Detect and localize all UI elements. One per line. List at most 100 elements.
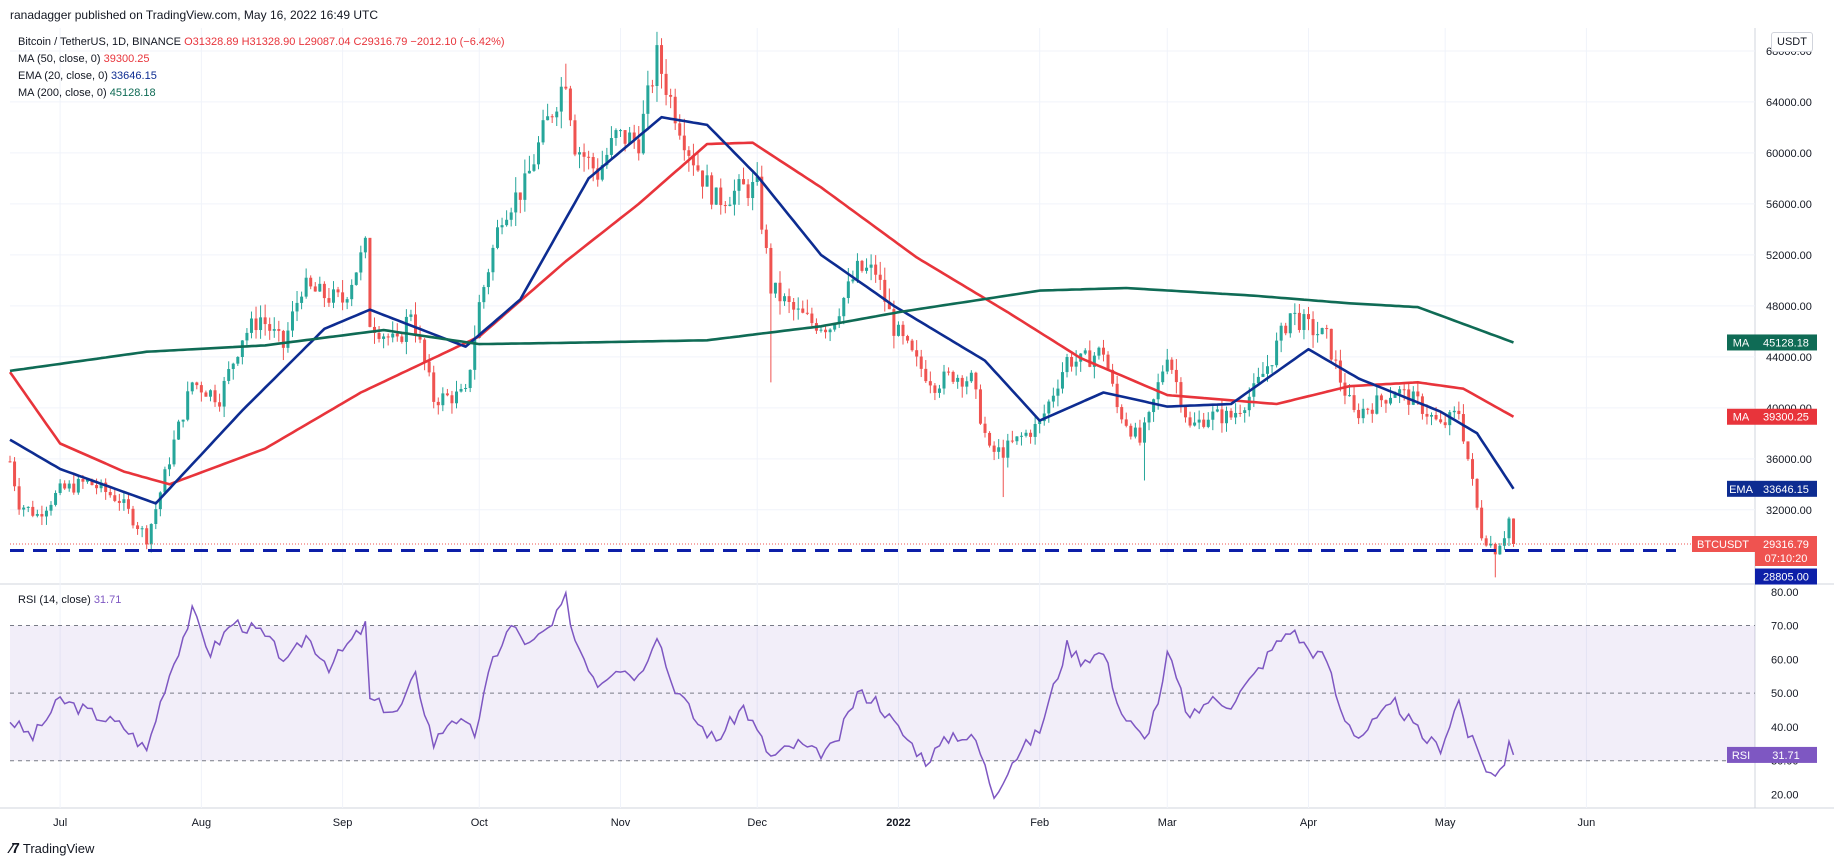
candle-body xyxy=(1370,409,1374,414)
candle-body xyxy=(792,302,796,310)
candle-body xyxy=(851,279,855,282)
candle-body xyxy=(605,154,609,166)
main-legend: Bitcoin / TetherUS, 1D, BINANCE O31328.8… xyxy=(18,34,505,102)
candle-body xyxy=(1407,389,1411,405)
candle-body xyxy=(1142,422,1146,443)
candle-body xyxy=(1425,413,1429,417)
candle-body xyxy=(1243,410,1247,414)
candle-body xyxy=(769,247,773,294)
ma50-price-label-value: 39300.25 xyxy=(1763,412,1809,424)
candle-body xyxy=(1056,388,1060,396)
candle-body xyxy=(304,277,308,297)
tradingview-logo[interactable]: ⁄7 TradingView xyxy=(10,840,94,857)
currency-button[interactable]: USDT xyxy=(1771,32,1813,52)
ma200-line xyxy=(9,286,1514,373)
candle-body xyxy=(409,314,413,317)
candle-body xyxy=(783,296,787,302)
time-tick-label: Aug xyxy=(192,817,212,829)
candle-body xyxy=(910,340,914,351)
candle-body xyxy=(136,525,140,530)
candle-body xyxy=(63,483,67,489)
candle-body xyxy=(122,499,126,503)
candle-body xyxy=(322,283,326,299)
candle-body xyxy=(523,173,527,200)
candle-body xyxy=(377,332,381,339)
candle-body xyxy=(1439,419,1443,423)
candle-body xyxy=(1320,328,1324,335)
candle-body xyxy=(728,204,732,206)
ema20-row[interactable]: EMA (20, close, 0) 33646.15 xyxy=(18,68,505,85)
candle-body xyxy=(126,499,130,509)
time-tick-label: Feb xyxy=(1030,817,1049,829)
candle-body xyxy=(208,390,212,397)
candle-body xyxy=(368,237,372,327)
candle-body xyxy=(1457,410,1461,415)
candle-body xyxy=(509,212,513,220)
candle-body xyxy=(413,314,417,335)
candle-body xyxy=(58,483,62,493)
candle-body xyxy=(245,332,249,341)
candle-body xyxy=(500,225,504,228)
ma200-row[interactable]: MA (200, close, 0) 45128.18 xyxy=(18,85,505,102)
time-tick-label: Sep xyxy=(333,817,353,829)
symbol-row: Bitcoin / TetherUS, 1D, BINANCE O31328.8… xyxy=(18,34,505,51)
candle-body xyxy=(327,298,331,303)
price-tick-label: 48000.00 xyxy=(1766,301,1812,313)
candle-body xyxy=(1329,328,1333,360)
candle-body xyxy=(459,388,463,392)
tradingview-brand: TradingView xyxy=(22,841,95,856)
candle-body xyxy=(1120,407,1124,420)
candle-body xyxy=(1461,414,1465,442)
candle-body xyxy=(277,329,281,331)
candle-body xyxy=(1502,538,1506,546)
candle-body xyxy=(609,138,613,155)
ma50-price-label-tag-text: MA xyxy=(1733,412,1750,424)
candle-body xyxy=(76,478,80,493)
symbol-label[interactable]: Bitcoin / TetherUS, 1D, BINANCE xyxy=(18,36,182,48)
candle-body xyxy=(1015,436,1019,442)
candle-body xyxy=(1480,507,1484,539)
ema20-value: 33646.15 xyxy=(110,70,157,82)
candle-body xyxy=(1229,410,1233,418)
time-tick-label: Dec xyxy=(747,817,767,829)
time-tick-label: Nov xyxy=(611,817,631,829)
candle-body xyxy=(199,385,203,393)
candle-body xyxy=(491,247,495,273)
support-price-bg xyxy=(1755,568,1817,585)
price-tick-label: 36000.00 xyxy=(1766,454,1812,466)
candle-body xyxy=(400,336,404,342)
rsi-tag-bg xyxy=(1727,746,1755,763)
rsi-legend[interactable]: RSI (14, close) 31.71 xyxy=(18,594,121,606)
candle-body xyxy=(1070,357,1074,367)
candle-body xyxy=(623,130,627,144)
candle-body xyxy=(149,523,153,545)
candle-body xyxy=(1489,543,1493,546)
candle-body xyxy=(445,393,449,396)
ma50-row[interactable]: MA (50, close, 0) 39300.25 xyxy=(18,51,505,68)
candle-body xyxy=(1261,373,1265,377)
candle-body xyxy=(537,142,541,165)
candle-body xyxy=(928,381,932,386)
candle-body xyxy=(359,252,363,273)
candle-body xyxy=(1475,478,1479,508)
candle-body xyxy=(190,382,194,392)
candle-body xyxy=(350,284,354,300)
candle-body xyxy=(313,286,317,292)
candle-body xyxy=(1389,397,1393,404)
candle-body xyxy=(1498,545,1502,555)
candle-body xyxy=(1152,399,1156,413)
candle-body xyxy=(1279,325,1283,341)
candle-body xyxy=(496,227,500,248)
candle-body xyxy=(578,152,582,155)
time-tick-label: Mar xyxy=(1158,817,1177,829)
candle-body xyxy=(988,432,992,446)
candle-body xyxy=(1288,313,1292,334)
candle-body xyxy=(505,219,509,226)
candle-body xyxy=(878,274,882,280)
candle-body xyxy=(1179,382,1183,407)
candle-body xyxy=(468,369,472,388)
candle-body xyxy=(154,509,158,524)
candle-body xyxy=(1357,409,1361,419)
candle-body xyxy=(896,324,900,336)
candle-body xyxy=(541,120,545,143)
